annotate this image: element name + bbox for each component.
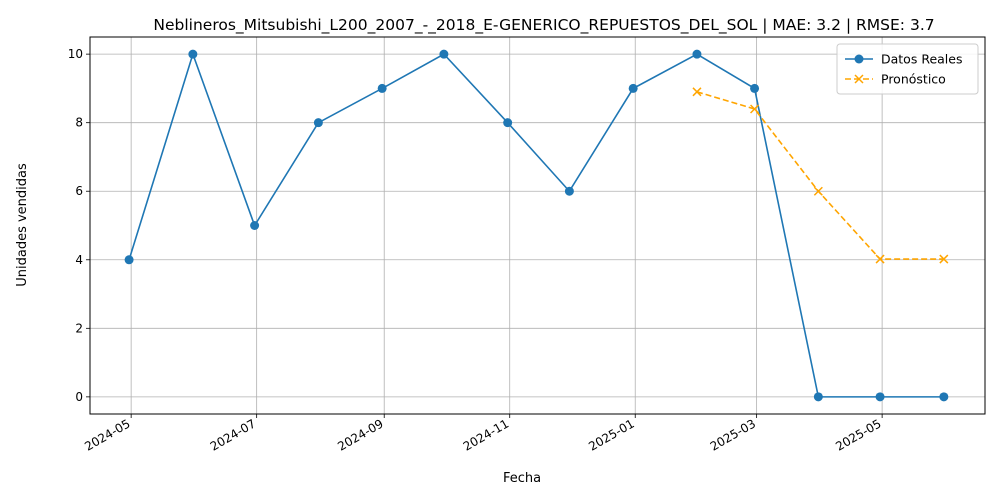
y-tick-label: 10: [68, 47, 83, 61]
data-point-actual: [124, 255, 134, 265]
data-point-actual: [564, 186, 574, 196]
x-tick-label: 2025-05: [833, 416, 883, 453]
x-axis-label: Fecha: [503, 471, 541, 486]
y-axis-label: Unidades vendidas: [15, 163, 30, 287]
legend-label-forecast: Pronóstico: [881, 72, 946, 87]
marker-stroke: [750, 104, 760, 114]
series-line-actual: [128, 51, 944, 398]
legend-marker-forecast: [854, 74, 864, 84]
data-point-forecast: [750, 104, 760, 114]
marker-stroke: [875, 254, 885, 264]
data-point-forecast: [692, 87, 702, 97]
plot-series: [124, 49, 949, 402]
marker-stroke: [939, 254, 949, 264]
y-tick-label: 8: [75, 116, 83, 130]
x-tick-label: 2024-09: [335, 416, 385, 453]
series-actual: [124, 49, 949, 402]
series-line-forecast: [696, 91, 944, 260]
data-point-actual: [813, 392, 823, 402]
chart-title: Neblineros_Mitsubishi_L200_2007_-_2018_E…: [153, 16, 934, 35]
legend: Datos Reales Pronóstico: [836, 43, 979, 95]
legend-box: [836, 43, 979, 95]
data-point-actual: [692, 49, 702, 59]
x-tick-label: 2025-01: [586, 416, 636, 453]
data-point-actual: [628, 83, 638, 93]
data-point-actual: [939, 392, 949, 402]
data-point-actual: [750, 83, 760, 93]
legend-label-actual: Datos Reales: [881, 52, 962, 67]
series-forecast: [692, 87, 949, 264]
x-tick-label: 2024-05: [82, 416, 132, 453]
marker-stroke: [692, 87, 702, 97]
plot-frame: [89, 36, 986, 415]
x-axis-ticks: 2024-05 2024-07 2024-09 2024-11 2025-01 2025-…: [82, 414, 884, 454]
x-tick-label: 2025-03: [708, 416, 758, 453]
data-point-forecast: [939, 254, 949, 264]
x-tick-label: 2024-07: [208, 416, 258, 453]
y-tick-label: 2: [75, 321, 83, 335]
data-point-actual: [250, 221, 260, 230]
y-tick-label: 4: [75, 253, 83, 267]
marker-stroke: [813, 186, 823, 196]
data-point-actual: [875, 392, 885, 402]
data-point-forecast: [875, 254, 885, 264]
y-tick-label: 6: [75, 184, 83, 198]
legend-marker-actual: [854, 54, 864, 64]
y-tick-label: 0: [75, 390, 83, 404]
data-point-actual: [439, 49, 449, 59]
marker-stroke: [854, 74, 864, 84]
data-point-actual: [503, 118, 513, 128]
data-point-forecast: [813, 186, 823, 196]
x-tick-label: 2024-11: [461, 416, 511, 453]
data-point-actual: [377, 83, 387, 93]
data-point-actual: [188, 49, 198, 59]
y-axis-ticks: 0 2 4 6 8 10: [68, 47, 90, 404]
data-point-actual: [313, 118, 323, 128]
